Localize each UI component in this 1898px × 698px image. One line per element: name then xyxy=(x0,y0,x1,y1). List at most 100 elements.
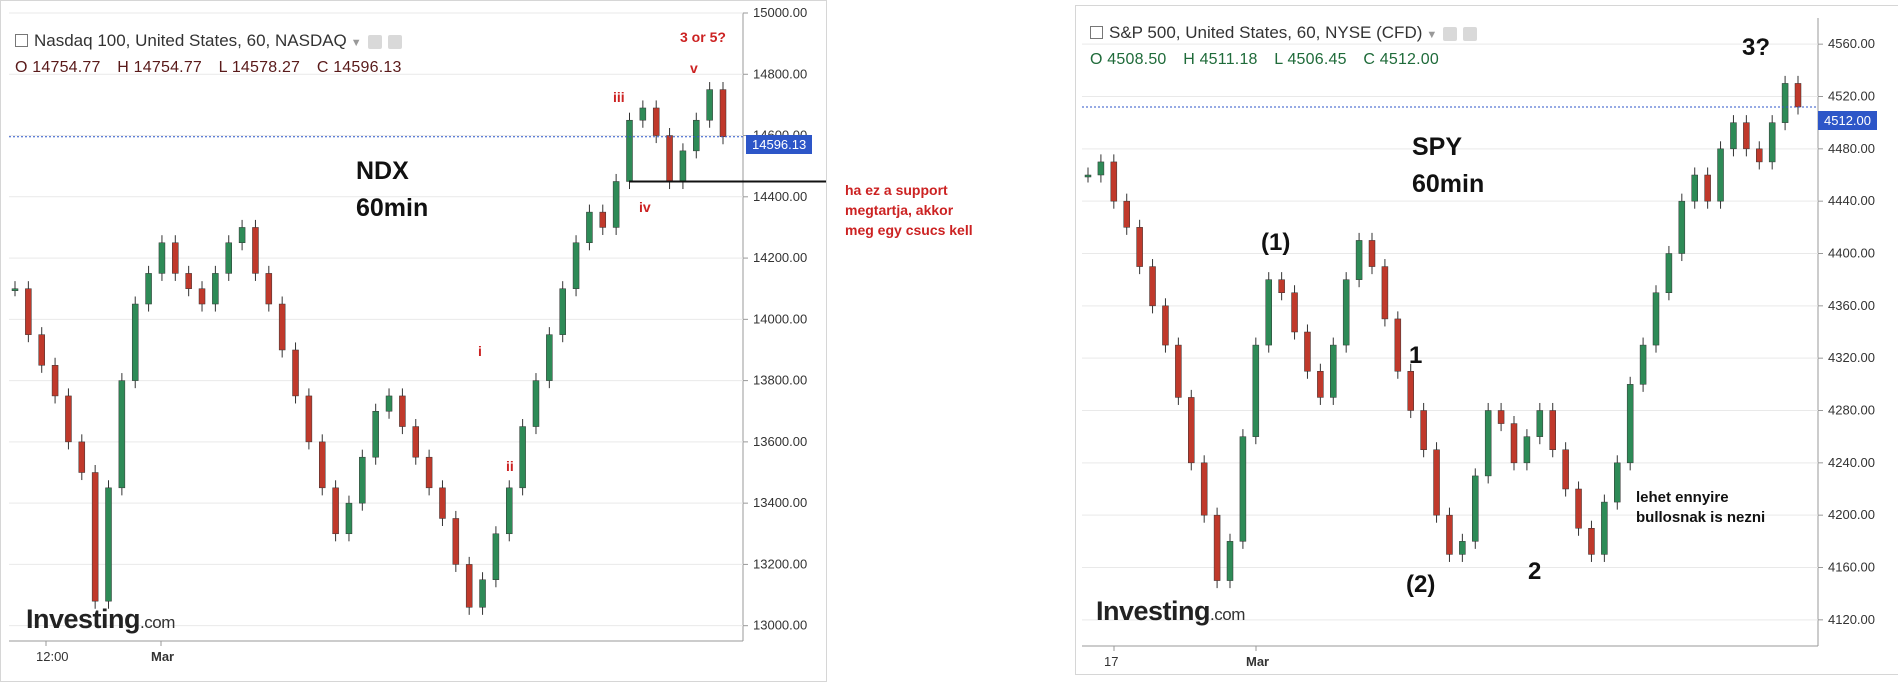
candle-body xyxy=(11,288,19,291)
wave-label-w1: (1) xyxy=(1261,229,1291,256)
wave-label-two: 2 xyxy=(1528,558,1542,585)
candle-body xyxy=(1097,161,1105,176)
gear-icon[interactable] xyxy=(1463,26,1478,41)
candle-body xyxy=(572,242,580,289)
candle-body xyxy=(1665,253,1673,293)
candle-body xyxy=(479,579,486,608)
y-tick-label: 13400.00 xyxy=(753,495,807,510)
candle-body xyxy=(1588,528,1595,555)
candle-body xyxy=(65,395,72,443)
candle-body xyxy=(1239,436,1247,542)
y-tick-label: 4160.00 xyxy=(1828,560,1875,575)
eye-icon[interactable] xyxy=(367,34,382,49)
candle-body xyxy=(1162,305,1169,346)
wave-label-iv: iv xyxy=(639,199,651,215)
ndx-chart-panel: 13000.00 13200.00 13400.00 13600.00 13800.00… xyxy=(0,0,827,682)
candle-body xyxy=(1304,331,1311,372)
candle-body xyxy=(332,487,339,535)
collapse-icon[interactable] xyxy=(1090,26,1103,39)
candle-body xyxy=(198,288,206,305)
x-tick-label: 17 xyxy=(1104,654,1118,669)
chevron-down-icon[interactable]: ▼ xyxy=(350,37,362,49)
candle-body xyxy=(238,227,246,244)
ndx-title-bar: Nasdaq 100, United States, 60, NASDAQ ▼ xyxy=(15,31,402,51)
spy-note-line-1: lehet ennyire xyxy=(1636,489,1729,506)
ndx-chart-label: NDX 60min xyxy=(356,153,428,227)
candle-body xyxy=(706,89,713,121)
candle-body xyxy=(1459,541,1466,555)
candle-body xyxy=(372,410,379,458)
candle-body xyxy=(1768,122,1776,163)
investing-logo: Investing.com xyxy=(1096,596,1245,627)
candle-body xyxy=(1213,514,1221,581)
candle-body xyxy=(1510,423,1518,464)
spy-title: S&P 500, United States, 60, NYSE (CFD) xyxy=(1109,23,1423,42)
candle-body xyxy=(1484,410,1492,477)
spy-label-symbol: SPY xyxy=(1412,133,1463,161)
candle-body xyxy=(1691,174,1698,202)
candle-body xyxy=(1226,541,1234,581)
candle-body xyxy=(1149,266,1156,307)
wave-label-top: 3 or 5? xyxy=(680,29,726,45)
candle-body xyxy=(145,273,152,305)
ndx-note-line-1: ha ez a support xyxy=(845,182,948,198)
ndx-price-tag: 14596.13 xyxy=(746,135,813,154)
candle-body xyxy=(118,380,126,489)
candle-body xyxy=(612,181,620,228)
candle-body xyxy=(465,564,473,608)
candle-body xyxy=(1562,449,1569,490)
y-tick-label: 4400.00 xyxy=(1828,246,1875,261)
candle-body xyxy=(158,242,166,274)
y-tick-label: 13000.00 xyxy=(753,618,807,633)
wave-label-one: 1 xyxy=(1409,342,1423,369)
candle-body xyxy=(1523,436,1531,464)
candle-body xyxy=(1265,279,1272,346)
candle-body xyxy=(1730,122,1737,150)
candle-body xyxy=(252,227,259,274)
candle-body xyxy=(185,273,192,289)
y-tick-label: 4560.00 xyxy=(1828,36,1875,51)
candle-body xyxy=(492,533,500,580)
candle-body xyxy=(1794,83,1802,108)
spy-note: lehet ennyire bullosnak is nezni xyxy=(1636,488,1765,528)
spy-close: C 4512.00 xyxy=(1363,51,1439,68)
y-tick-label: 4480.00 xyxy=(1828,141,1875,156)
candle-body xyxy=(1381,266,1389,320)
candle-body xyxy=(1420,410,1427,450)
candle-body xyxy=(452,518,460,565)
candle-body xyxy=(425,456,433,489)
candle-body xyxy=(278,303,286,351)
investing-logo: Investing.com xyxy=(26,604,175,635)
candle-body xyxy=(639,107,647,121)
y-tick-label: 4440.00 xyxy=(1828,193,1875,208)
x-tick-label: Mar xyxy=(1246,654,1269,669)
candle-body xyxy=(38,334,45,366)
collapse-icon[interactable] xyxy=(15,34,28,47)
gear-icon[interactable] xyxy=(387,34,402,49)
logo-tld: .com xyxy=(140,613,175,632)
eye-icon[interactable] xyxy=(1443,26,1458,41)
ndx-label-symbol: NDX xyxy=(356,157,409,185)
candle-body xyxy=(1472,475,1479,542)
candle-body xyxy=(506,487,513,535)
y-tick-label: 14200.00 xyxy=(753,250,807,265)
candle-body xyxy=(1756,148,1763,163)
candle-body xyxy=(1394,318,1402,372)
ndx-open: O 14754.77 xyxy=(15,59,101,76)
y-tick-label: 4360.00 xyxy=(1828,298,1875,313)
y-tick-label: 4120.00 xyxy=(1828,612,1875,627)
chevron-down-icon[interactable]: ▼ xyxy=(1426,29,1438,41)
candle-body xyxy=(1330,344,1337,398)
candle-body xyxy=(1549,410,1556,450)
logo-text: Investing xyxy=(26,604,141,634)
y-tick-label: 4520.00 xyxy=(1828,89,1875,104)
candle-body xyxy=(1497,410,1505,424)
candle-body xyxy=(78,441,86,473)
candle-body xyxy=(1188,397,1195,464)
candle-body xyxy=(385,395,393,412)
ndx-label-timeframe: 60min xyxy=(356,194,429,222)
candle-body xyxy=(652,107,660,136)
candle-body xyxy=(1175,344,1182,398)
spy-title-bar: S&P 500, United States, 60, NYSE (CFD) ▼ xyxy=(1090,23,1478,43)
x-tick-label: 12:00 xyxy=(36,649,69,664)
